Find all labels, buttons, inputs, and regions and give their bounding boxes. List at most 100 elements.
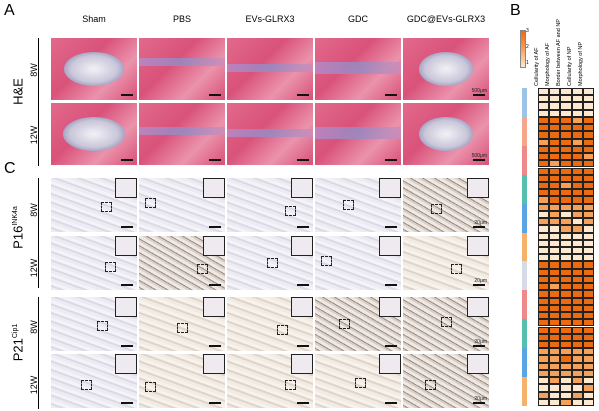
heatmap-cell [582, 196, 594, 204]
heatmap-cell [560, 333, 572, 341]
heatmap-cell [571, 384, 583, 392]
heatmap-cell [538, 138, 550, 146]
heatmap-cell [582, 340, 594, 349]
heatmap-cell [549, 355, 561, 363]
heatmap-cell [538, 333, 550, 341]
heatmap-cell [571, 124, 583, 132]
p21-12w-gdc [315, 354, 401, 408]
heatmap-cell [571, 283, 583, 291]
heatmap-cell [560, 239, 572, 247]
heatmap-cell [549, 362, 561, 370]
heatmap-cell [538, 247, 550, 255]
heatmap-group-stripe [522, 145, 527, 175]
heatmap-cell [560, 290, 572, 298]
p21-12w-gdc-evs-glrx3: 20μm [403, 354, 489, 408]
heatmap-cell [571, 304, 583, 313]
heatmap-cell [582, 116, 594, 125]
heatmap-cell [571, 398, 583, 406]
heatmap-cell [571, 95, 583, 103]
heatmap-cell [538, 109, 550, 117]
group-label-p16: P16INK4a [11, 188, 26, 268]
p21-12w-sham [51, 354, 137, 408]
heatmap-cell [571, 181, 583, 190]
heatmap-cell [538, 210, 550, 219]
heatmap-cell [538, 131, 550, 139]
heatmap-cell [571, 88, 583, 96]
heatmap-cell [582, 326, 594, 334]
heatmap-cell [560, 261, 572, 269]
heatmap-cell [582, 283, 594, 291]
heatmap-cell [582, 261, 594, 269]
p16-8w-evs-glrx3 [227, 178, 313, 232]
column-header-pbs: PBS [172, 14, 191, 24]
heatmap-cell [582, 232, 594, 240]
p16-8w-gdc [315, 178, 401, 232]
heatmap-cell [571, 333, 583, 341]
heatmap-cell [571, 225, 583, 233]
heatmap-cell [538, 362, 550, 370]
heatmap-cell [560, 116, 572, 125]
heatmap-cell [582, 210, 594, 219]
p21-8w-gdc-evs-glrx3: 20μm [403, 297, 489, 351]
heatmap-cell [582, 333, 594, 341]
heatmap-cell [549, 225, 561, 233]
p21-12w-pbs [139, 354, 225, 408]
heatmap-cell [538, 304, 550, 313]
p21-bracket [38, 297, 39, 409]
heatmap-cell [538, 167, 550, 175]
heatmap-col-label-0: Cellularity of AF [534, 47, 540, 86]
heatmap-cell [549, 275, 561, 284]
heatmap-cell [571, 275, 583, 284]
heatmap-cell [538, 398, 550, 406]
heatmap-cell [549, 232, 561, 240]
heatmap-cell [549, 196, 561, 204]
heatmap-cell [560, 398, 572, 406]
heatmap-cell [538, 369, 550, 378]
heatmap-cell [582, 362, 594, 370]
heatmap-cell [560, 210, 572, 219]
heatmap-cell [549, 95, 561, 103]
p16-8w-sham [51, 178, 137, 232]
p16-8w-pbs [139, 178, 225, 232]
heatmap-cell [549, 326, 561, 334]
heatmap-cell [538, 203, 550, 211]
he-8w-evs-glrx3 [227, 38, 313, 100]
heatmap-cell [549, 138, 561, 146]
heatmap-cell [560, 304, 572, 313]
he-12w-scale-label: 500μm [471, 153, 487, 159]
heatmap-cell [549, 203, 561, 211]
p21-8w-gdc [315, 297, 401, 351]
heatmap-cell [571, 268, 583, 276]
heatmap-cell [560, 275, 572, 284]
heatmap-cell [549, 181, 561, 190]
heatmap-cell [582, 95, 594, 103]
heatmap-cell [560, 153, 572, 161]
heatmap-cell [549, 254, 561, 262]
heatmap-cell [560, 102, 572, 110]
p16-12w-pbs [139, 236, 225, 290]
heatmap-cell [549, 124, 561, 132]
heatmap-cell [582, 88, 594, 96]
column-header-sham: Sham [82, 14, 106, 24]
heatmap-cell [549, 218, 561, 226]
heatmap-cell [549, 283, 561, 291]
heatmap-cell [582, 297, 594, 305]
heatmap-cell [538, 225, 550, 233]
heatmap-cell [560, 109, 572, 117]
heatmap-cell [571, 203, 583, 211]
legend-tick-3: 3 [526, 28, 529, 34]
heatmap-cell [571, 319, 583, 327]
panel-letter-b: B [510, 2, 521, 19]
heatmap-cell [549, 88, 561, 96]
heatmap-cell [571, 174, 583, 182]
heatmap-cell [582, 268, 594, 276]
heatmap-cell [582, 189, 594, 197]
heatmap-cell [549, 333, 561, 341]
p16-main: P16 [10, 225, 26, 249]
heatmap-cell [538, 391, 550, 399]
p21-main: P21 [10, 338, 26, 362]
heatmap-cell [582, 319, 594, 327]
heatmap-cell [560, 326, 572, 334]
heatmap-cell [582, 239, 594, 247]
heatmap-cell [549, 174, 561, 182]
